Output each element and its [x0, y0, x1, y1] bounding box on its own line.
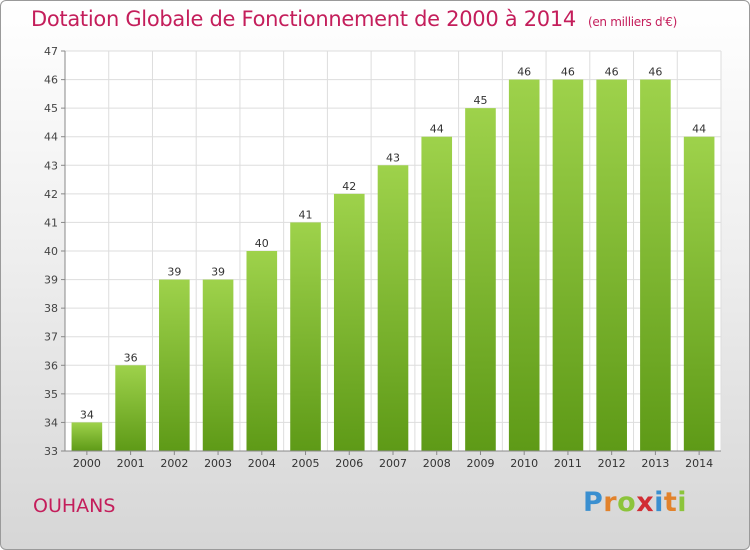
y-tick-label: 34	[44, 416, 58, 429]
bar-2005	[290, 222, 321, 451]
y-tick-label: 45	[44, 102, 58, 115]
data-label-2006: 42	[342, 180, 356, 193]
y-tick-label: 36	[44, 359, 58, 372]
bar-2004	[246, 251, 278, 451]
x-tick-label: 2011	[554, 457, 582, 470]
x-tick-label: 2000	[73, 457, 101, 470]
data-label-2011: 46	[561, 66, 575, 79]
data-label-2005: 41	[299, 208, 313, 221]
x-tick-label: 2012	[598, 457, 626, 470]
y-tick-label: 37	[44, 331, 58, 344]
bar-2008	[421, 136, 453, 451]
y-tick-label: 40	[44, 245, 58, 258]
y-tick-label: 38	[44, 302, 58, 315]
x-tick-label: 2007	[379, 457, 407, 470]
logo-letter: o	[617, 487, 637, 518]
proxiti-logo: Proxiti	[583, 487, 687, 518]
y-tick-label: 35	[44, 388, 58, 401]
data-label-2010: 46	[517, 66, 531, 79]
bar-2011	[552, 79, 584, 452]
y-tick-label: 46	[44, 74, 58, 87]
data-label-2009: 45	[473, 94, 487, 107]
x-tick-label: 2008	[423, 457, 451, 470]
data-label-2007: 43	[386, 151, 400, 164]
data-label-2008: 44	[430, 123, 444, 136]
chart-title-text: Dotation Globale de Fonctionnement de 20…	[31, 7, 576, 31]
bar-2012	[596, 79, 627, 452]
bar-2001	[115, 365, 146, 451]
y-tick-label: 47	[44, 45, 58, 58]
x-tick-label: 2009	[466, 457, 494, 470]
chart-title: Dotation Globale de Fonctionnement de 20…	[31, 7, 677, 31]
x-tick-label: 2005	[292, 457, 320, 470]
bar-2000	[71, 422, 103, 451]
data-label-2002: 39	[167, 266, 181, 279]
x-tick-label: 2014	[685, 457, 713, 470]
bar-2002	[159, 279, 190, 451]
x-tick-label: 2003	[204, 457, 232, 470]
y-tick-label: 43	[44, 159, 58, 172]
logo-letter: r	[603, 487, 618, 518]
data-label-2014: 44	[692, 123, 706, 136]
data-label-2003: 39	[211, 266, 225, 279]
logo-letter: i	[654, 487, 664, 518]
bar-2003	[202, 279, 234, 451]
bar-2007	[377, 165, 409, 452]
x-tick-label: 2002	[160, 457, 188, 470]
y-tick-label: 42	[44, 188, 58, 201]
y-tick-label: 33	[44, 445, 58, 458]
x-tick-label: 2010	[510, 457, 538, 470]
data-label-2000: 34	[80, 408, 94, 421]
x-tick-label: 2004	[248, 457, 276, 470]
data-label-2012: 46	[605, 66, 619, 79]
data-label-2004: 40	[255, 237, 269, 250]
x-tick-label: 2013	[641, 457, 669, 470]
chart-unit-note: (en milliers d'€)	[587, 15, 677, 29]
data-label-2001: 36	[124, 351, 138, 364]
x-tick-label: 2001	[117, 457, 145, 470]
logo-letter: P	[583, 487, 604, 518]
logo-letter: i	[677, 487, 688, 518]
bar-2009	[465, 108, 496, 452]
bar-2013	[640, 79, 671, 452]
logo-letter: x	[636, 487, 655, 518]
logo-letter: t	[663, 487, 678, 518]
y-tick-label: 41	[44, 216, 58, 229]
x-tick-label: 2006	[335, 457, 363, 470]
bar-2014	[683, 136, 715, 451]
y-tick-label: 44	[44, 131, 58, 144]
y-tick-label: 39	[44, 274, 58, 287]
bar-2010	[508, 79, 540, 452]
bar-2006	[333, 193, 365, 451]
commune-name: OUHANS	[33, 495, 116, 517]
data-label-2013: 46	[648, 66, 662, 79]
